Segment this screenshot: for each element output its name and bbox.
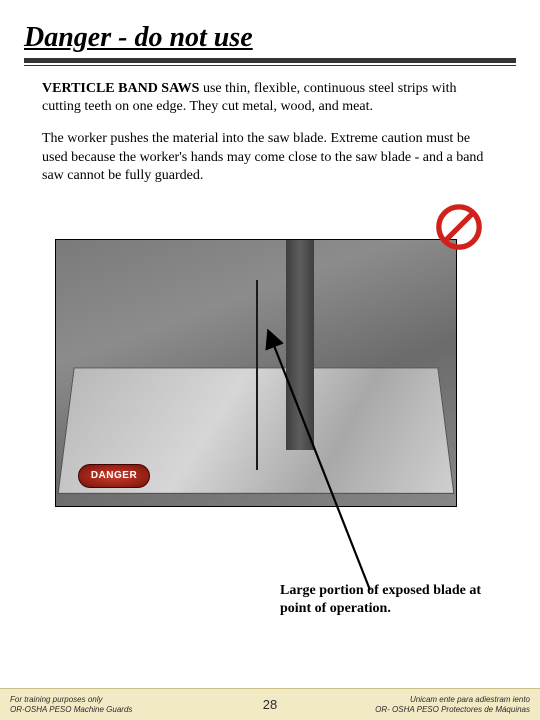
danger-badge: DANGER bbox=[78, 464, 150, 488]
footer-right-line2: OR- OSHA PESO Protectores de Máquinas bbox=[300, 705, 530, 715]
saw-blade-shape bbox=[256, 280, 258, 470]
title-divider bbox=[24, 58, 516, 66]
body-text-block: VERTICLE BAND SAWS use thin, flexible, c… bbox=[0, 80, 540, 185]
page-footer: For training purposes only OR-OSHA PESO … bbox=[0, 688, 540, 720]
footer-left-line1: For training purposes only bbox=[10, 695, 240, 705]
footer-left: For training purposes only OR-OSHA PESO … bbox=[0, 695, 240, 714]
page-title: Danger - do not use bbox=[0, 0, 540, 54]
figure-caption: Large portion of exposed blade at point … bbox=[280, 582, 485, 617]
figure-area: DANGER bbox=[55, 203, 485, 513]
term-bandsaw: VERTICLE BAND SAWS bbox=[42, 81, 199, 96]
saw-column-shape bbox=[286, 240, 314, 450]
footer-left-line2: OR-OSHA PESO Machine Guards bbox=[10, 705, 240, 715]
footer-right-line1: Unicam ente para adiestram iento bbox=[300, 695, 530, 705]
bandsaw-photo: DANGER bbox=[55, 239, 457, 507]
prohibition-icon bbox=[435, 203, 483, 251]
paragraph-1: VERTICLE BAND SAWS use thin, flexible, c… bbox=[42, 80, 498, 116]
footer-right: Unicam ente para adiestram iento OR- OSH… bbox=[300, 695, 540, 714]
paragraph-2: The worker pushes the material into the … bbox=[42, 130, 498, 185]
page-number: 28 bbox=[240, 697, 300, 712]
